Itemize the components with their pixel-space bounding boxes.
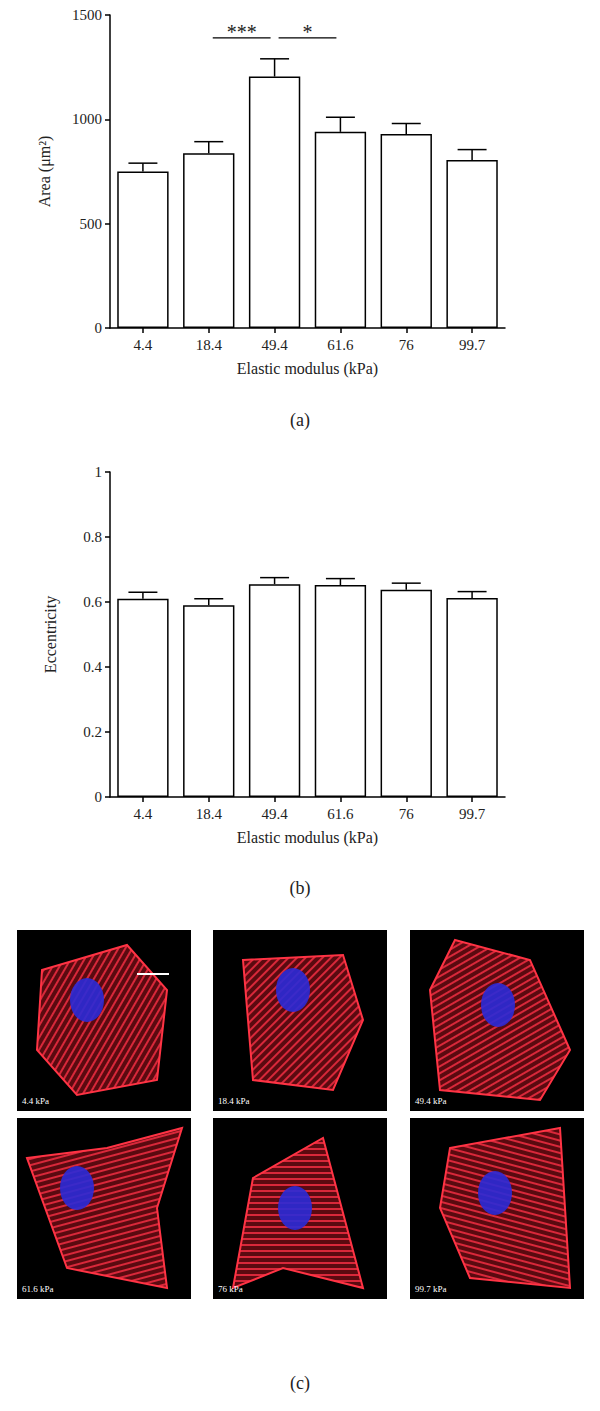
svg-text:99.7: 99.7 (459, 337, 486, 353)
svg-text:76: 76 (399, 806, 415, 822)
svg-text:1000: 1000 (72, 111, 102, 127)
svg-text:18.4: 18.4 (196, 337, 223, 353)
svg-text:99.7 kPa: 99.7 kPa (415, 1284, 447, 1294)
svg-text:61.6 kPa: 61.6 kPa (22, 1284, 54, 1294)
svg-text:Elastic modulus (kPa): Elastic modulus (kPa) (237, 829, 378, 847)
svg-text:61.6: 61.6 (327, 806, 354, 822)
svg-text:76: 76 (399, 337, 415, 353)
svg-text:4.4 kPa: 4.4 kPa (22, 1096, 49, 1106)
svg-text:0: 0 (95, 320, 103, 336)
svg-text:Area (μm²): Area (μm²) (36, 136, 54, 208)
html-text:(c): (c) (290, 1373, 310, 1393)
svg-text:1500: 1500 (72, 7, 102, 23)
svg-text:0: 0 (95, 789, 103, 805)
html-text:(b): (b) (289, 878, 311, 898)
svg-text:4.4: 4.4 (134, 337, 153, 353)
svg-text:Eccentricity: Eccentricity (42, 596, 60, 673)
html-text:(a): (a) (290, 410, 310, 430)
svg-text:1: 1 (95, 464, 103, 480)
svg-text:18.4: 18.4 (196, 806, 223, 822)
svg-text:4.4: 4.4 (134, 806, 153, 822)
svg-text:***: *** (227, 21, 257, 43)
svg-text:49.4: 49.4 (261, 337, 288, 353)
svg-text:0.4: 0.4 (83, 659, 102, 675)
svg-text:49.4 kPa: 49.4 kPa (415, 1096, 447, 1106)
svg-text:*: * (303, 21, 313, 43)
svg-text:0.2: 0.2 (83, 724, 102, 740)
svg-text:76 kPa: 76 kPa (218, 1284, 243, 1294)
svg-text:18.4 kPa: 18.4 kPa (218, 1096, 250, 1106)
svg-text:49.4: 49.4 (261, 806, 288, 822)
svg-text:99.7: 99.7 (459, 806, 486, 822)
svg-text:Elastic modulus (kPa): Elastic modulus (kPa) (237, 360, 378, 378)
svg-text:61.6: 61.6 (327, 337, 354, 353)
svg-text:0.8: 0.8 (83, 529, 102, 545)
svg-text:500: 500 (80, 216, 103, 232)
svg-text:0.6: 0.6 (83, 594, 102, 610)
